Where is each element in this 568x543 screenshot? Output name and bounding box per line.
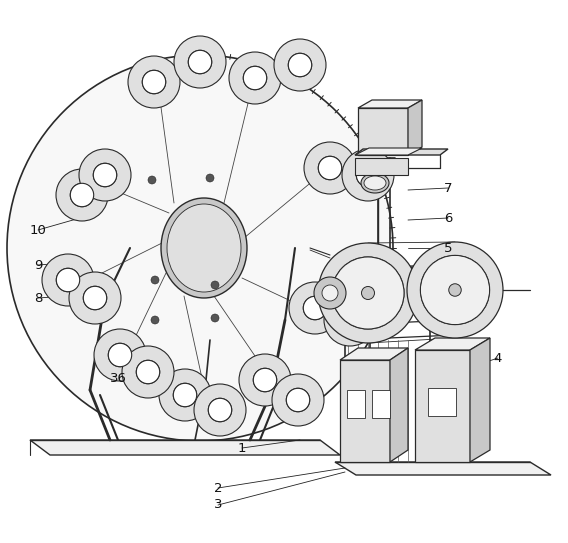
Wedge shape [304, 142, 356, 194]
Ellipse shape [167, 204, 241, 292]
Circle shape [108, 343, 132, 367]
Circle shape [356, 163, 379, 187]
Polygon shape [390, 348, 408, 462]
Wedge shape [122, 346, 174, 398]
Wedge shape [94, 329, 146, 381]
Text: 4: 4 [494, 351, 502, 364]
Circle shape [322, 285, 338, 301]
Polygon shape [335, 462, 551, 475]
Circle shape [339, 308, 362, 332]
Polygon shape [415, 338, 490, 350]
Circle shape [314, 277, 346, 309]
Bar [372, 390, 390, 418]
Text: 9: 9 [34, 258, 42, 272]
Wedge shape [407, 242, 503, 338]
Circle shape [289, 53, 312, 77]
Circle shape [83, 286, 107, 310]
Ellipse shape [161, 198, 247, 298]
Circle shape [208, 399, 232, 422]
Circle shape [189, 50, 212, 74]
Circle shape [286, 388, 310, 412]
Text: 10: 10 [30, 224, 47, 237]
Wedge shape [274, 39, 326, 91]
Wedge shape [159, 369, 211, 421]
Circle shape [151, 316, 159, 324]
Wedge shape [289, 282, 341, 334]
Circle shape [148, 176, 156, 184]
Ellipse shape [361, 173, 389, 193]
Ellipse shape [364, 176, 386, 190]
Text: 5: 5 [444, 242, 452, 255]
Polygon shape [358, 100, 422, 108]
Text: 7: 7 [444, 181, 452, 194]
Circle shape [173, 383, 197, 407]
Circle shape [93, 163, 116, 187]
Circle shape [449, 284, 461, 296]
Circle shape [211, 281, 219, 289]
Circle shape [143, 70, 166, 94]
Wedge shape [79, 149, 131, 201]
Wedge shape [42, 254, 94, 306]
Circle shape [420, 255, 490, 325]
Text: 36: 36 [110, 371, 127, 384]
Polygon shape [358, 108, 408, 155]
Wedge shape [342, 149, 394, 201]
Polygon shape [30, 440, 340, 455]
Polygon shape [355, 149, 448, 155]
Wedge shape [56, 169, 108, 221]
Circle shape [136, 361, 160, 384]
Text: 2: 2 [214, 482, 222, 495]
Wedge shape [272, 374, 324, 426]
Polygon shape [355, 148, 422, 155]
Circle shape [318, 156, 342, 180]
Circle shape [70, 184, 94, 207]
Wedge shape [229, 52, 281, 104]
Circle shape [253, 368, 277, 392]
Circle shape [332, 257, 404, 329]
Text: 6: 6 [444, 212, 452, 224]
Wedge shape [69, 272, 121, 324]
Circle shape [361, 287, 374, 300]
Circle shape [206, 174, 214, 182]
Circle shape [243, 66, 267, 90]
Wedge shape [174, 36, 226, 88]
Wedge shape [194, 384, 246, 436]
Wedge shape [128, 56, 180, 108]
Bar [347, 390, 365, 418]
Polygon shape [415, 350, 470, 462]
Wedge shape [239, 354, 291, 406]
Circle shape [56, 268, 80, 292]
Wedge shape [324, 294, 376, 346]
Polygon shape [340, 348, 408, 360]
Circle shape [7, 55, 393, 441]
Wedge shape [318, 243, 418, 343]
Polygon shape [340, 360, 390, 462]
Circle shape [303, 296, 327, 320]
Polygon shape [408, 100, 422, 155]
Text: 3: 3 [214, 498, 222, 512]
Circle shape [151, 276, 159, 284]
Polygon shape [470, 338, 490, 462]
Text: 1: 1 [238, 441, 247, 454]
Text: 8: 8 [34, 292, 42, 305]
Bar [428, 388, 456, 416]
Circle shape [211, 314, 219, 322]
Polygon shape [355, 158, 408, 175]
